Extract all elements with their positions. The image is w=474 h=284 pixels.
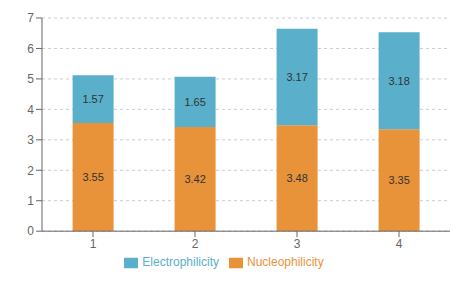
svg-text:1.57: 1.57 (82, 93, 103, 105)
svg-text:1.65: 1.65 (184, 96, 205, 108)
svg-text:3: 3 (27, 133, 34, 147)
svg-text:3.48: 3.48 (286, 172, 307, 184)
svg-text:1: 1 (27, 194, 34, 208)
svg-text:2: 2 (27, 164, 34, 178)
svg-text:2: 2 (192, 237, 199, 251)
svg-text:3: 3 (294, 237, 301, 251)
html-text:Nucleophilicity: Nucleophilicity (247, 255, 324, 270)
svg-text:4: 4 (396, 237, 403, 251)
svg-text:4: 4 (27, 103, 34, 117)
svg-text:5: 5 (27, 72, 34, 86)
svg-text:1: 1 (90, 237, 97, 251)
html-text:Electrophilicity: Electrophilicity (142, 255, 219, 270)
svg-text:7: 7 (27, 11, 34, 25)
svg-text:3.55: 3.55 (82, 171, 103, 183)
svg-text:3.42: 3.42 (184, 173, 205, 185)
svg-text:3.18: 3.18 (388, 75, 409, 87)
svg-text:0: 0 (27, 224, 34, 238)
svg-text:3.35: 3.35 (388, 174, 409, 186)
svg-text:6: 6 (27, 42, 34, 56)
svg-text:3.17: 3.17 (286, 71, 307, 83)
